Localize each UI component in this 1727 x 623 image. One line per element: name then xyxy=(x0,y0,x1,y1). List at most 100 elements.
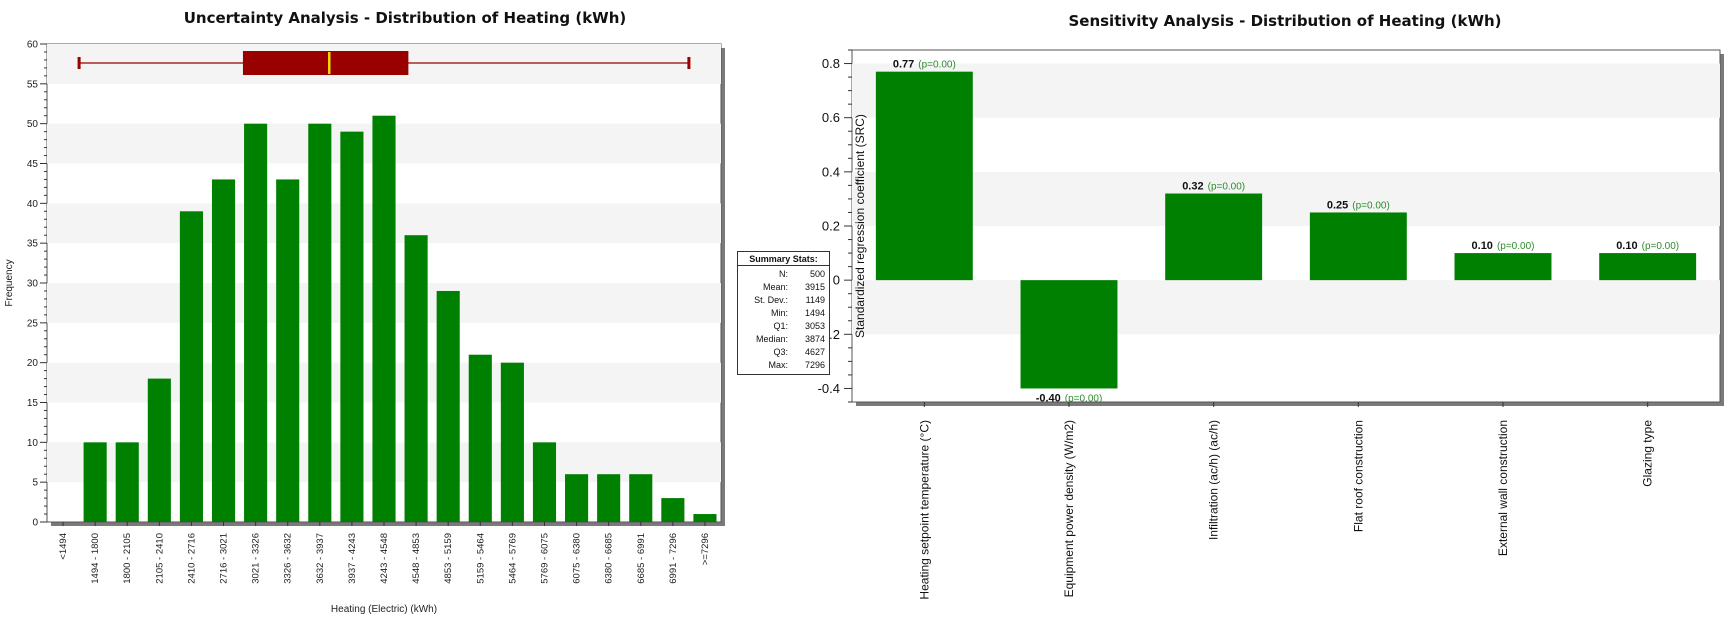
histogram-x-tick-label: >=7296 xyxy=(700,533,711,565)
sensitivity-x-tick-label: External wall construction xyxy=(1496,420,1510,556)
histogram-x-tick-label: 5769 - 6075 xyxy=(539,533,550,584)
sensitivity-bar xyxy=(1165,193,1263,281)
histogram-bar xyxy=(83,442,107,522)
sensitivity-value: 0.10 xyxy=(1616,240,1637,252)
histogram-bar xyxy=(565,474,589,522)
sensitivity-x-tick-label: Glazing type xyxy=(1641,420,1655,487)
summary-stat-value: 4627 xyxy=(804,347,825,357)
sensitivity-p-value: (p=0.00) xyxy=(1065,393,1103,404)
sensitivity-y-tick-label: 0.6 xyxy=(822,110,840,125)
sensitivity-x-tick-label: Heating setpoint temperature (°C) xyxy=(917,420,931,600)
sensitivity-x-tick-label: Equipment power density (W/m2) xyxy=(1062,420,1076,597)
histogram-x-tick-label: 5464 - 5769 xyxy=(507,533,518,584)
sensitivity-p-value: (p=0.00) xyxy=(918,60,956,71)
histogram-bar xyxy=(372,115,396,522)
summary-stat-label: Min: xyxy=(770,308,788,318)
histogram-bar xyxy=(115,442,139,522)
sensitivity-y-tick-label: 0.2 xyxy=(822,219,840,234)
histogram-x-tick-label: 6380 - 6685 xyxy=(604,533,615,584)
histogram-x-axis-label: Heating (Electric) (kWh) xyxy=(331,604,437,615)
histogram-bar xyxy=(276,179,300,522)
sensitivity-bar xyxy=(875,71,973,281)
histogram-x-tick-label: <1494 xyxy=(58,533,69,560)
sensitivity-y-tick-label: 0 xyxy=(833,273,840,288)
summary-stat-value: 3874 xyxy=(804,334,825,344)
histogram-y-tick-label: 5 xyxy=(32,478,38,489)
histogram-y-tick-label: 50 xyxy=(27,119,39,130)
sensitivity-bar xyxy=(1454,253,1552,281)
histogram-x-tick-label: 3021 - 3326 xyxy=(251,533,262,584)
summary-stat-label: Median: xyxy=(755,334,788,344)
summary-stat-label: N: xyxy=(779,269,788,279)
histogram-y-tick-label: 55 xyxy=(27,79,39,90)
summary-stat-label: St. Dev.: xyxy=(754,295,788,305)
histogram-y-tick-label: 35 xyxy=(27,239,39,250)
histogram-bar xyxy=(179,211,203,523)
histogram-y-tick-label: 45 xyxy=(27,159,39,170)
summary-stats-row: Q1: 3053 xyxy=(738,320,829,333)
histogram-x-tick-label: 6991 - 7296 xyxy=(668,533,679,584)
summary-stat-value: 1494 xyxy=(804,308,825,318)
histogram-y-tick-label: 15 xyxy=(27,398,39,409)
summary-stats-row: Median: 3874 xyxy=(738,333,829,346)
histogram-bar xyxy=(244,123,268,523)
summary-stats-box: Summary Stats: N: 500 Mean: 3915 St. Dev.: 11… xyxy=(737,251,830,375)
histogram-bar xyxy=(500,362,524,522)
sensitivity-grid-band xyxy=(852,171,1720,226)
histogram-x-tick-label: 1800 - 2105 xyxy=(122,533,133,584)
histogram-x-tick-label: 6075 - 6380 xyxy=(572,533,583,584)
sensitivity-value-label: 0.10 (p=0.00) xyxy=(1472,240,1535,252)
sensitivity-y-axis-title: Standardized regression coefficient (SRC… xyxy=(853,114,867,338)
histogram-bar xyxy=(597,474,621,522)
summary-stat-value: 3915 xyxy=(804,282,825,292)
boxplot-box xyxy=(242,51,409,75)
histogram-bar xyxy=(211,179,236,522)
sensitivity-bar xyxy=(1599,253,1697,281)
sensitivity-y-tick-label: 0.4 xyxy=(822,164,840,179)
histogram-bar xyxy=(340,131,364,522)
sensitivity-x-tick-label: Infiltration (ac/h) (ac/h) xyxy=(1207,420,1221,540)
summary-stat-label: Mean: xyxy=(762,282,788,292)
sensitivity-value-label: 0.25 (p=0.00) xyxy=(1327,199,1390,211)
summary-stat-label: Max: xyxy=(768,360,788,370)
histogram-y-tick-label: 20 xyxy=(27,358,39,369)
histogram-y-axis-label: Frequency xyxy=(4,259,15,306)
histogram-bar xyxy=(661,498,685,522)
sensitivity-value-label: -0.40 (p=0.00) xyxy=(1036,392,1103,404)
histogram-y-tick-label: 25 xyxy=(27,318,39,329)
histogram-x-tick-label: 2410 - 2716 xyxy=(186,533,197,584)
sensitivity-grid-band xyxy=(852,63,1720,118)
histogram-bar xyxy=(436,290,460,522)
summary-stat-value: 1149 xyxy=(805,295,825,305)
sensitivity-value: -0.40 xyxy=(1036,392,1061,404)
histogram-x-tick-label: 2105 - 2410 xyxy=(154,533,165,584)
histogram-bar xyxy=(308,123,332,523)
sensitivity-x-tick-label: Flat roof construction xyxy=(1351,420,1365,532)
histogram-bar xyxy=(629,474,653,522)
histogram-bar xyxy=(468,354,492,522)
histogram-y-tick-label: 60 xyxy=(27,40,39,51)
summary-stat-label: Q1: xyxy=(773,321,788,331)
histogram-bar xyxy=(693,514,717,522)
summary-stat-value: 500 xyxy=(809,269,825,279)
summary-stats-title: Summary Stats: xyxy=(749,254,818,264)
uncertainty-chart-title: Uncertainty Analysis - Distribution of H… xyxy=(183,9,627,27)
sensitivity-value: 0.25 xyxy=(1327,199,1348,211)
histogram-x-tick-label: 4853 - 5159 xyxy=(443,533,454,584)
summary-stat-value: 7296 xyxy=(804,360,825,370)
histogram-x-tick-label: 3937 - 4243 xyxy=(347,533,358,584)
summary-stat-label: Q3: xyxy=(773,347,788,357)
summary-stats-row: Max: 7296 xyxy=(738,359,829,372)
histogram-y-tick-label: 10 xyxy=(27,438,39,449)
sensitivity-y-tick-label: 0.8 xyxy=(822,56,840,71)
summary-stat-value: 3053 xyxy=(804,321,825,331)
sensitivity-grid-band xyxy=(852,280,1720,335)
histogram-bar xyxy=(532,442,557,522)
sensitivity-value-label: 0.10 (p=0.00) xyxy=(1616,240,1679,252)
histogram-x-tick-label: 5159 - 5464 xyxy=(475,533,486,584)
summary-stats-row: St. Dev.: 1149 xyxy=(738,294,829,307)
histogram-bar xyxy=(147,378,171,522)
sensitivity-p-value: (p=0.00) xyxy=(1497,241,1535,252)
histogram-y-tick-label: 30 xyxy=(27,279,39,290)
